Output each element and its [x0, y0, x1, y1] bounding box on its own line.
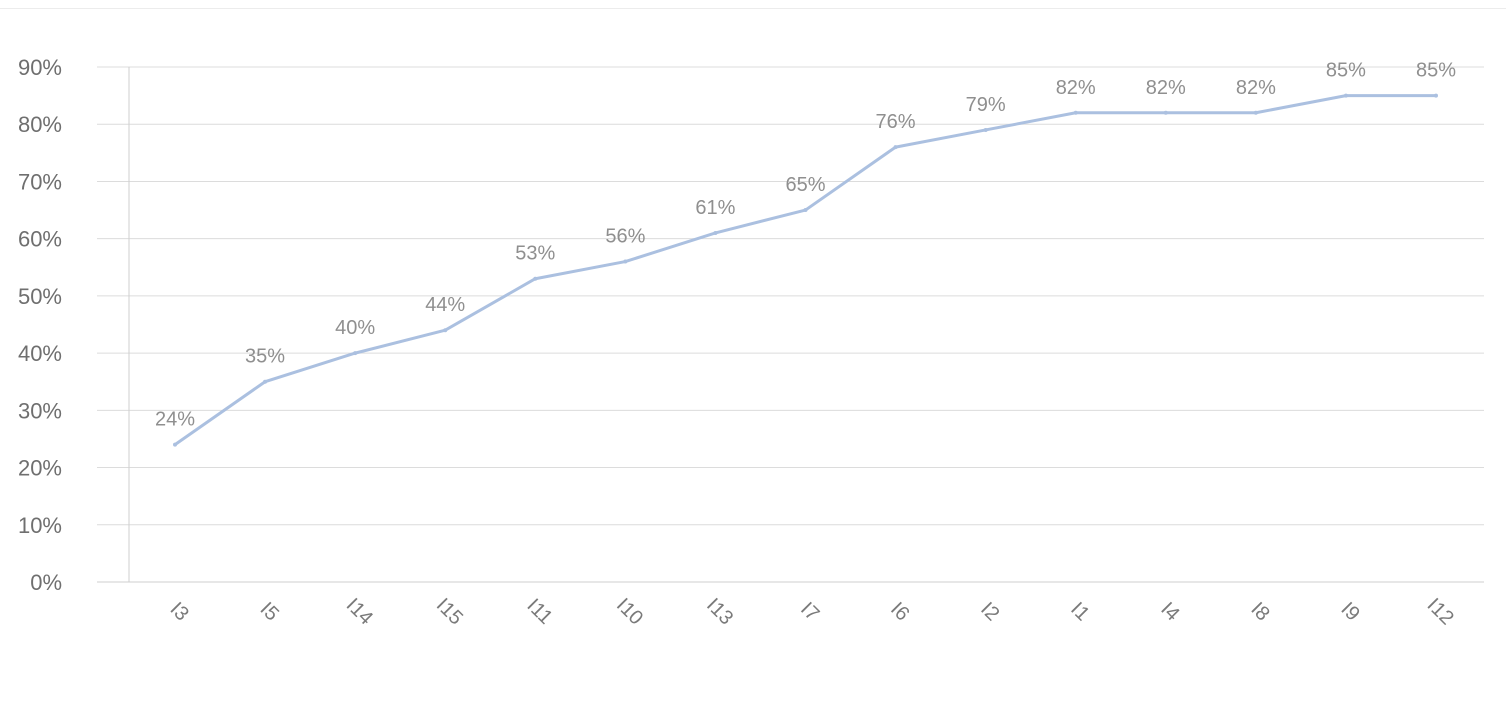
- data-label: 56%: [605, 226, 645, 248]
- x-tick-label: I14: [342, 594, 377, 629]
- x-tick-label: I6: [886, 598, 913, 625]
- x-tick-label: I10: [612, 594, 647, 629]
- x-tick-label: I8: [1246, 598, 1273, 625]
- x-tick-label: I12: [1423, 594, 1458, 629]
- top-border: [0, 8, 1506, 9]
- series-layer: [173, 93, 1438, 447]
- data-label: 76%: [876, 111, 916, 133]
- series-line: [173, 94, 1438, 447]
- data-point: [803, 208, 808, 213]
- x-tick-label: I11: [522, 595, 556, 629]
- y-tick-label: 90%: [18, 55, 62, 80]
- data-label: 82%: [1056, 77, 1096, 99]
- y-tick-label: 50%: [18, 284, 62, 309]
- y-tick-label: 70%: [18, 169, 62, 194]
- data-point: [893, 145, 898, 150]
- data-label: 53%: [515, 243, 555, 265]
- y-tick-label: 20%: [18, 456, 62, 481]
- y-axis: 0% 10% 20% 30% 40% 50% 60% 70% 80% 90%: [18, 55, 130, 595]
- x-axis: I3 I5 I14 I15 I11 I10 I13 I7 I6 I2 I1 I4 I8 I9 I12: [166, 594, 1458, 629]
- y-tick-label: 60%: [18, 227, 62, 252]
- x-tick-label: I2: [976, 598, 1003, 625]
- data-point: [1253, 110, 1258, 115]
- data-label: 44%: [425, 294, 465, 316]
- x-tick-label: I13: [702, 594, 737, 629]
- x-tick-label: I3: [166, 598, 193, 625]
- data-labels: 24% 35% 40% 44% 53% 56% 61% 65% 76% 79% 82% 82% 82% 8…: [155, 60, 1456, 431]
- data-label: 35%: [245, 346, 285, 368]
- data-point: [263, 379, 268, 384]
- data-label: 65%: [785, 174, 825, 196]
- data-point: [1343, 93, 1348, 98]
- x-tick-label: I1: [1066, 598, 1093, 625]
- data-point: [173, 442, 177, 447]
- y-tick-label: 0%: [30, 570, 62, 595]
- data-point: [353, 351, 358, 356]
- data-label: 82%: [1236, 77, 1276, 99]
- x-tick-label: I7: [796, 598, 823, 625]
- x-tick-label: I4: [1156, 598, 1183, 625]
- data-point: [983, 127, 988, 132]
- x-tick-label: I9: [1336, 598, 1363, 625]
- data-label: 85%: [1416, 60, 1456, 82]
- y-tick-label: 10%: [18, 513, 62, 538]
- data-point: [443, 328, 448, 333]
- data-point: [623, 259, 628, 264]
- data-label: 61%: [695, 197, 735, 219]
- gridlines: [97, 66, 1484, 583]
- data-label: 82%: [1146, 77, 1186, 99]
- y-tick-label: 30%: [18, 398, 62, 423]
- x-tick-label: I5: [256, 598, 283, 625]
- x-tick-label: I15: [432, 594, 467, 629]
- data-point: [1163, 110, 1168, 115]
- data-point: [533, 276, 538, 281]
- data-label: 24%: [155, 409, 195, 431]
- data-label: 85%: [1326, 60, 1366, 82]
- data-label: 79%: [966, 94, 1006, 116]
- data-label: 40%: [335, 317, 375, 339]
- data-point: [713, 230, 718, 235]
- data-point: [1073, 110, 1078, 115]
- y-tick-label: 80%: [18, 112, 62, 137]
- y-tick-label: 40%: [18, 341, 62, 366]
- data-point: [1434, 93, 1438, 98]
